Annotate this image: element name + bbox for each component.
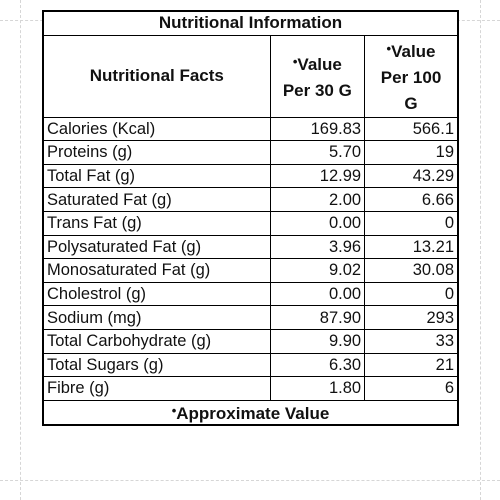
table-row: Proteins (g) 5.70 19 [42, 140, 459, 165]
value-per-100g: 293 [364, 305, 459, 330]
nutrient-label: Cholestrol (g) [42, 281, 271, 307]
header-per-30g-line1: Value [297, 54, 342, 74]
value-per-30g: 9.90 [269, 328, 366, 354]
value-per-100g: 30.08 [364, 258, 459, 283]
header-per-100g: •Value Per 100 G [364, 34, 459, 118]
footer-marker: • [171, 402, 177, 418]
nutrient-label: Total Sugars (g) [42, 352, 271, 378]
value-per-30g: 1.80 [269, 376, 366, 401]
table-title: Nutritional Information [42, 10, 459, 36]
header-per-30g-line2: Per 30 G [282, 80, 352, 100]
nutrient-label: Trans Fat (g) [42, 210, 271, 236]
value-per-100g: 21 [364, 352, 459, 378]
table-row: Saturated Fat (g) 2.00 6.66 [42, 187, 459, 212]
nutrient-label: Polysaturated Fat (g) [42, 234, 271, 260]
value-per-30g: 3.96 [269, 234, 366, 260]
value-per-100g: 0 [364, 210, 459, 236]
footer-text: Approximate Value [176, 403, 330, 423]
table-row: Monosaturated Fat (g) 9.02 30.08 [42, 258, 459, 283]
value-per-30g: 169.83 [269, 116, 366, 142]
table-row: Total Fat (g) 12.99 43.29 [42, 163, 459, 189]
value-per-30g: 9.02 [269, 258, 366, 283]
table-row: Trans Fat (g) 0.00 0 [42, 210, 459, 236]
background-gridline [0, 480, 500, 481]
footer-row: •Approximate Value [42, 399, 459, 426]
value-per-30g: 2.00 [269, 187, 366, 212]
nutrient-label: Proteins (g) [42, 140, 271, 165]
table-row: Fibre (g) 1.80 6 [42, 376, 459, 401]
nutrition-table: Nutritional Information Nutritional Fact… [42, 10, 459, 426]
header-per-30g: •Value Per 30 G [269, 34, 366, 118]
value-per-100g: 33 [364, 328, 459, 354]
footer-note: •Approximate Value [42, 399, 459, 426]
value-per-100g: 6 [364, 376, 459, 401]
header-row: Nutritional Facts •Value Per 30 G •Value… [42, 34, 459, 118]
header-per-100g-marker: • [386, 40, 392, 56]
header-per-100g-line2: Per 100 [380, 67, 442, 87]
value-per-100g: 19 [364, 140, 459, 165]
nutrient-label: Fibre (g) [42, 376, 271, 401]
table-row: Sodium (mg) 87.90 293 [42, 305, 459, 330]
header-per-100g-line3: G [404, 93, 418, 113]
nutrient-label: Monosaturated Fat (g) [42, 258, 271, 283]
background-gridline [480, 0, 481, 500]
value-per-30g: 5.70 [269, 140, 366, 165]
table-row: Total Sugars (g) 6.30 21 [42, 352, 459, 378]
table-row: Cholestrol (g) 0.00 0 [42, 281, 459, 307]
header-facts: Nutritional Facts [42, 34, 271, 118]
header-per-30g-marker: • [292, 53, 298, 69]
nutrient-label: Saturated Fat (g) [42, 187, 271, 212]
nutrient-label: Sodium (mg) [42, 305, 271, 330]
nutrient-label: Total Fat (g) [42, 163, 271, 189]
value-per-100g: 0 [364, 281, 459, 307]
value-per-30g: 87.90 [269, 305, 366, 330]
value-per-30g: 12.99 [269, 163, 366, 189]
value-per-30g: 0.00 [269, 281, 366, 307]
value-per-100g: 43.29 [364, 163, 459, 189]
nutrient-label: Total Carbohydrate (g) [42, 328, 271, 354]
value-per-30g: 6.30 [269, 352, 366, 378]
nutrient-label: Calories (Kcal) [42, 116, 271, 142]
value-per-100g: 566.1 [364, 116, 459, 142]
title-row: Nutritional Information [42, 10, 459, 36]
table-row: Total Carbohydrate (g) 9.90 33 [42, 328, 459, 354]
value-per-100g: 13.21 [364, 234, 459, 260]
table-row: Calories (Kcal) 169.83 566.1 [42, 116, 459, 142]
table-row: Polysaturated Fat (g) 3.96 13.21 [42, 234, 459, 260]
value-per-100g: 6.66 [364, 187, 459, 212]
value-per-30g: 0.00 [269, 210, 366, 236]
header-per-100g-line1: Value [391, 41, 436, 61]
background-gridline [20, 0, 21, 500]
